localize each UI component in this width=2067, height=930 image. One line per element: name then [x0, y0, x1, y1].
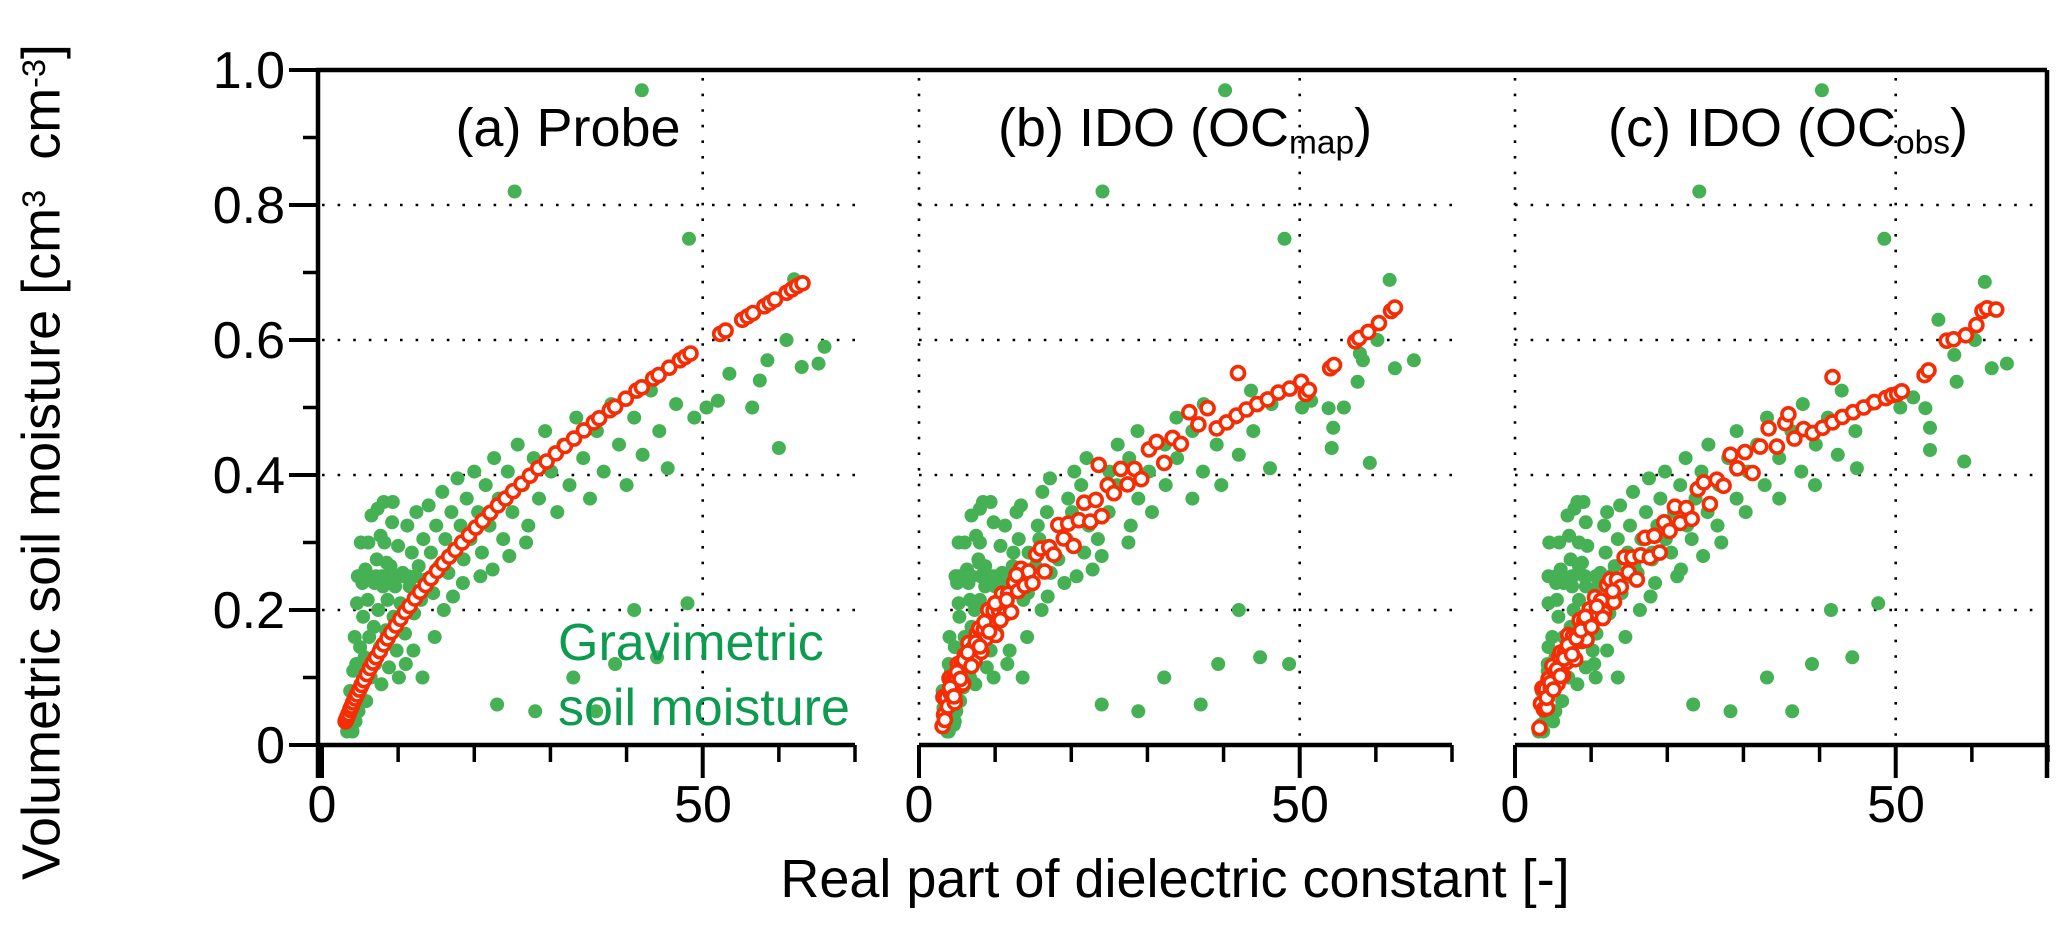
- panel-c-title-text: (c) IDO (OC: [1608, 98, 1897, 158]
- y-tick-label-0.4: 0.4: [212, 447, 285, 505]
- gravimetric-annotation-line2: soil moisture: [558, 678, 850, 737]
- gravimetric-annotation: Gravimetric soil moisture: [558, 616, 850, 735]
- x-tick-label-c-50: 50: [1867, 776, 1925, 834]
- y-axis-title-mid: cm: [11, 87, 72, 190]
- x-axis-title: Real part of dielectric constant [-]: [780, 849, 1570, 909]
- y-axis-title-text: Volumetric soil moisture [cm: [11, 207, 72, 881]
- panel-a-red-circles: [337, 274, 811, 730]
- x-tick-label-b-0: 0: [904, 776, 934, 834]
- x-tick-label-b-50: 50: [1271, 776, 1329, 834]
- panel-a-title-text: (a) Probe: [455, 98, 681, 158]
- y-axis-title-sup-minus3: -3: [16, 59, 53, 88]
- panel-b-title: (b) IDO (OCmap): [998, 100, 1372, 161]
- panel-b-title-text: (b) IDO (OC: [997, 98, 1289, 158]
- panel-c-title-close: ): [1949, 98, 1968, 158]
- panel-b-red-circles: [934, 299, 1404, 735]
- y-tick-label-0: 0: [256, 717, 285, 775]
- y-axis-title-close: ]: [11, 43, 72, 59]
- x-tick-label-c-0: 0: [1500, 776, 1530, 834]
- panel-b-title-sub: map: [1288, 124, 1355, 162]
- x-tick-label-a-0: 0: [307, 776, 337, 834]
- y-tick-label-1.0: 1.0: [212, 42, 285, 100]
- panel-a-title: (a) Probe: [455, 100, 680, 161]
- panel-c-green-dots: [1531, 83, 2014, 739]
- x-tick-label-a-50: 50: [674, 776, 732, 834]
- y-tick-label-0.6: 0.6: [212, 312, 285, 370]
- panel-c-red-circles: [1531, 299, 2005, 737]
- panel-b-green-dots: [935, 83, 1421, 739]
- y-axis-title: Volumetric soil moisture [cm3 cm-3]: [11, 43, 72, 881]
- panel-c-title: (c) IDO (OCobs): [1608, 100, 1968, 161]
- y-axis-title-sup-3: 3: [16, 189, 53, 208]
- gravimetric-annotation-line1: Gravimetric: [558, 614, 824, 672]
- panel-c-title-sub: obs: [1896, 124, 1950, 162]
- y-tick-label-0.8: 0.8: [212, 177, 285, 235]
- panel-b-title-close: ): [1354, 98, 1373, 158]
- y-tick-label-0.2: 0.2: [212, 582, 285, 640]
